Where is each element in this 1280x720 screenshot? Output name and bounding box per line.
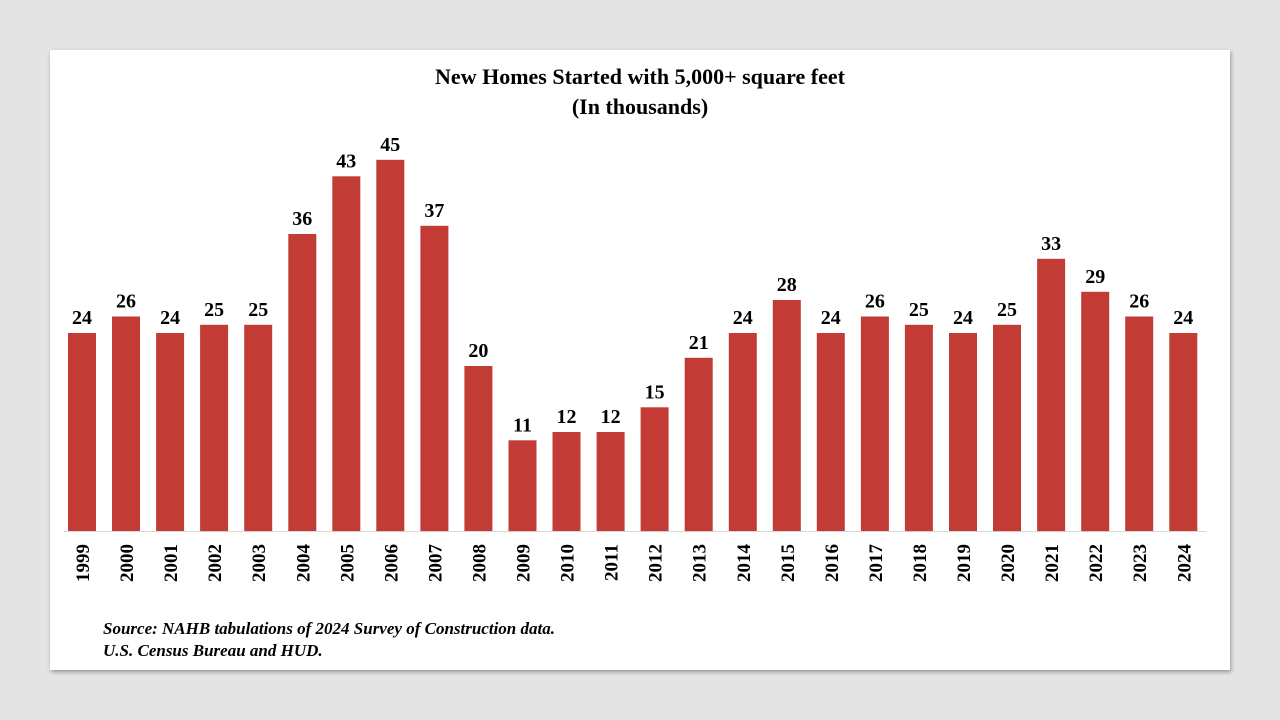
bar-2006 xyxy=(376,159,405,532)
tick-label-2010: 2010 xyxy=(558,544,579,582)
bar-2001 xyxy=(156,333,185,531)
bar-2022 xyxy=(1081,291,1110,532)
bars-group xyxy=(68,159,1198,532)
bar-1999 xyxy=(68,333,96,531)
value-label-2019: 24 xyxy=(953,307,973,329)
value-label-2022: 29 xyxy=(1085,266,1105,288)
tick-label-2016: 2016 xyxy=(822,544,843,582)
bar-2016 xyxy=(816,333,845,531)
chart-title: New Homes Started with 5,000+ square fee… xyxy=(435,64,845,89)
bar-2024 xyxy=(1169,333,1198,531)
tick-label-2017: 2017 xyxy=(866,544,887,583)
value-labels-group: 24 26 24 25 25 36 43 45 37 20 11 12 12 15 21 24 28 24 26 25… xyxy=(72,134,1193,436)
tick-label-2003: 2003 xyxy=(249,544,270,582)
value-label-2000: 26 xyxy=(116,291,136,313)
bar-2004 xyxy=(288,234,317,531)
value-label-2015: 28 xyxy=(777,274,797,296)
value-label-1999: 24 xyxy=(72,307,92,329)
source-line-1: Source: NAHB tabulations of 2024 Survey … xyxy=(103,619,555,638)
tick-label-2024: 2024 xyxy=(1174,544,1195,583)
value-label-2014: 24 xyxy=(733,307,753,329)
bar-2007 xyxy=(420,225,449,532)
tick-label-2018: 2018 xyxy=(910,544,931,582)
tick-labels-group: 1999 2000 2001 2002 2003 2004 2005 2006 2007 2008… xyxy=(73,544,1195,583)
bar-2012 xyxy=(640,407,669,532)
bar-2003 xyxy=(244,324,273,532)
tick-label-2013: 2013 xyxy=(690,544,711,582)
value-label-2009: 11 xyxy=(513,414,532,436)
tick-label-2021: 2021 xyxy=(1042,544,1063,582)
bar-2005 xyxy=(332,176,361,532)
tick-label-2011: 2011 xyxy=(602,544,623,581)
bar-2015 xyxy=(772,300,801,531)
tick-label-2014: 2014 xyxy=(734,544,755,583)
value-label-2013: 21 xyxy=(689,332,709,354)
tick-label-2009: 2009 xyxy=(514,544,535,582)
tick-label-2007: 2007 xyxy=(425,544,446,583)
value-label-2012: 15 xyxy=(645,381,665,403)
tick-label-2015: 2015 xyxy=(778,544,799,582)
value-label-2021: 33 xyxy=(1041,233,1061,255)
tick-label-2020: 2020 xyxy=(998,544,1019,582)
value-label-2005: 43 xyxy=(336,150,356,172)
tick-label-2002: 2002 xyxy=(205,544,226,582)
bar-2020 xyxy=(993,324,1021,532)
value-label-2002: 25 xyxy=(204,299,224,321)
bar-2018 xyxy=(904,324,933,532)
bar-2010 xyxy=(552,432,581,531)
value-label-2010: 12 xyxy=(557,406,577,428)
value-label-2023: 26 xyxy=(1129,291,1149,313)
bar-2017 xyxy=(860,316,889,531)
chart-subtitle: (In thousands) xyxy=(571,94,709,119)
tick-label-2001: 2001 xyxy=(161,544,182,582)
tick-label-2000: 2000 xyxy=(117,544,138,582)
value-label-2006: 45 xyxy=(380,134,400,156)
tick-label-2019: 2019 xyxy=(954,544,975,582)
bar-2014 xyxy=(728,333,757,531)
tick-label-2012: 2012 xyxy=(646,544,667,582)
value-label-2016: 24 xyxy=(821,307,841,329)
chart-title-block: New Homes Started with 5,000+ square fee… xyxy=(0,62,1280,122)
value-label-2008: 20 xyxy=(468,340,488,362)
value-label-2001: 24 xyxy=(160,307,180,329)
value-label-2007: 37 xyxy=(424,200,444,222)
tick-label-1999: 1999 xyxy=(73,544,94,582)
bar-2008 xyxy=(464,366,493,531)
value-label-2017: 26 xyxy=(865,291,885,313)
value-label-2011: 12 xyxy=(601,406,621,428)
bar-2002 xyxy=(200,324,229,532)
bar-2019 xyxy=(949,333,977,531)
bar-2000 xyxy=(112,316,140,531)
bar-2009 xyxy=(508,440,537,532)
bar-2021 xyxy=(1037,258,1066,532)
tick-label-2008: 2008 xyxy=(469,544,490,582)
value-label-2018: 25 xyxy=(909,299,929,321)
tick-label-2022: 2022 xyxy=(1086,544,1107,582)
bar-2013 xyxy=(684,357,713,532)
tick-label-2004: 2004 xyxy=(293,544,314,583)
tick-label-2005: 2005 xyxy=(337,544,358,582)
tick-label-2006: 2006 xyxy=(381,544,402,582)
value-label-2024: 24 xyxy=(1173,307,1193,329)
bar-2023 xyxy=(1125,316,1154,531)
tick-label-2023: 2023 xyxy=(1130,544,1151,582)
value-label-2004: 36 xyxy=(292,208,312,230)
value-label-2020: 25 xyxy=(997,299,1017,321)
source-note: Source: NAHB tabulations of 2024 Survey … xyxy=(103,618,555,662)
value-label-2003: 25 xyxy=(248,299,268,321)
source-line-2: U.S. Census Bureau and HUD. xyxy=(103,641,323,660)
bar-2011 xyxy=(596,432,625,531)
